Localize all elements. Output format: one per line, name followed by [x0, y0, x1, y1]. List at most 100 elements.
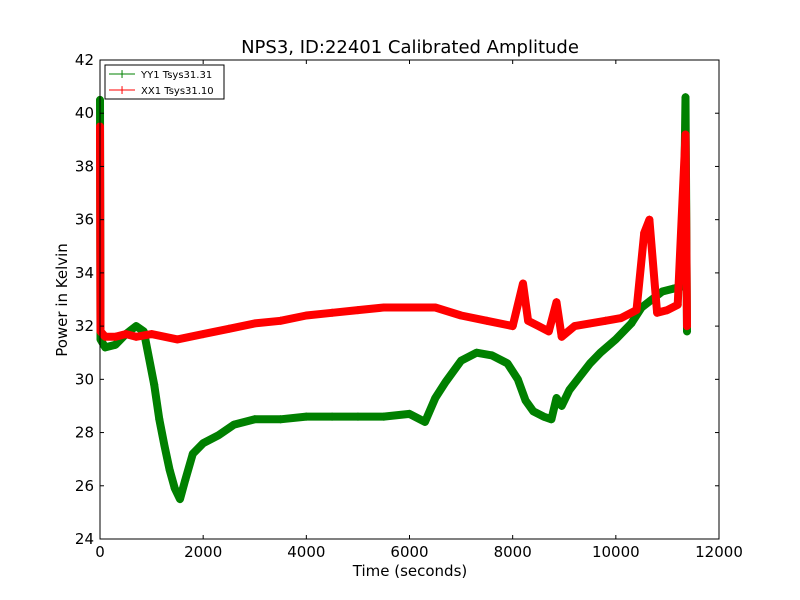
data-point: [405, 303, 414, 312]
data-point: [353, 306, 362, 315]
data-point: [627, 319, 636, 328]
data-point: [420, 417, 429, 426]
legend: + YY1 Tsys31.31 + XX1 Tsys31.10: [104, 64, 225, 100]
data-point: [683, 322, 692, 331]
data-point: [199, 330, 208, 339]
data-point: [570, 322, 579, 331]
chart-title: NPS3, ID:22401 Calibrated Amplitude: [241, 37, 579, 58]
data-point: [529, 407, 538, 416]
data-point: [653, 308, 662, 317]
data-point: [575, 372, 584, 381]
data-point: [405, 409, 414, 418]
data-point: [250, 319, 259, 328]
data-point: [328, 308, 337, 317]
data-point: [165, 465, 174, 474]
data-point: [544, 327, 553, 336]
y-tick-label: 38: [75, 157, 94, 175]
series-1: [96, 122, 692, 344]
y-tick-label: 40: [75, 104, 94, 122]
data-point: [170, 484, 179, 493]
legend-box: [104, 64, 225, 100]
data-point: [111, 340, 120, 349]
data-point: [645, 215, 654, 224]
data-point: [503, 359, 512, 368]
data-point: [565, 385, 574, 394]
data-point: [640, 228, 649, 237]
data-point: [353, 412, 362, 421]
data-point: [518, 279, 527, 288]
data-point: [586, 359, 595, 368]
data-point: [508, 322, 517, 331]
data-point: [586, 319, 595, 328]
y-tick-label: 34: [75, 264, 94, 282]
data-point: [181, 476, 190, 485]
y-tick-label: 24: [75, 530, 94, 548]
data-point: [224, 324, 233, 333]
y-axis-title: Power in Kelvin: [53, 243, 71, 357]
data-point: [681, 130, 690, 139]
data-point: [513, 375, 522, 384]
x-tick-label: 8000: [494, 543, 532, 561]
data-point: [175, 495, 184, 504]
data-point: [472, 348, 481, 357]
data-point: [230, 420, 239, 429]
data-point: [101, 332, 110, 341]
axis-ticks: 0 2000 4000 6000 8000 10000 12000 24 26 28 30 32 34 3…: [75, 51, 743, 561]
data-point: [150, 380, 159, 389]
data-point: [658, 287, 667, 296]
data-point: [534, 322, 543, 331]
data-point: [379, 303, 388, 312]
y-tick-label: 32: [75, 317, 94, 335]
data-point: [552, 393, 561, 402]
data-point: [302, 311, 311, 320]
data-point: [524, 316, 533, 325]
y-tick-label: 30: [75, 370, 94, 388]
data-point: [539, 412, 548, 421]
x-tick-label: 6000: [390, 543, 428, 561]
x-tick-label: 10000: [592, 543, 640, 561]
x-tick-label: 4000: [287, 543, 325, 561]
data-point: [482, 316, 491, 325]
data-point: [132, 332, 141, 341]
data-point: [160, 441, 169, 450]
data-point: [147, 330, 156, 339]
data-point: [673, 300, 682, 309]
data-point: [596, 348, 605, 357]
data-point: [488, 351, 497, 360]
legend-marker-xx1: +: [117, 83, 127, 97]
data-point: [441, 377, 450, 386]
data-point: [457, 311, 466, 320]
data-point: [632, 306, 641, 315]
data-point: [145, 354, 154, 363]
data-point: [101, 343, 110, 352]
data-point: [199, 439, 208, 448]
data-point: [302, 412, 311, 421]
data-point: [155, 415, 164, 424]
data-point: [214, 431, 223, 440]
data-point: [96, 327, 105, 336]
series-0: [96, 93, 692, 504]
x-tick-label: 12000: [695, 543, 743, 561]
legend-label-xx1: XX1 Tsys31.10: [141, 86, 214, 97]
data-point: [250, 415, 259, 424]
y-tick-label: 26: [75, 477, 94, 495]
x-tick-label: 2000: [184, 543, 222, 561]
legend-label-yy1: YY1 Tsys31.31: [140, 70, 212, 81]
y-tick-label: 36: [75, 211, 94, 229]
y-tick-label: 28: [75, 424, 94, 442]
data-point: [188, 449, 197, 458]
data-point: [121, 330, 130, 339]
data-point: [663, 306, 672, 315]
data-point: [601, 316, 610, 325]
data-point: [132, 322, 141, 331]
x-axis-title: Time (seconds): [352, 562, 468, 580]
data-point: [547, 415, 556, 424]
data-point: [379, 412, 388, 421]
data-point: [173, 335, 182, 344]
data-point: [521, 396, 530, 405]
data-point: [276, 316, 285, 325]
data-point: [681, 93, 690, 102]
data-point: [616, 314, 625, 323]
